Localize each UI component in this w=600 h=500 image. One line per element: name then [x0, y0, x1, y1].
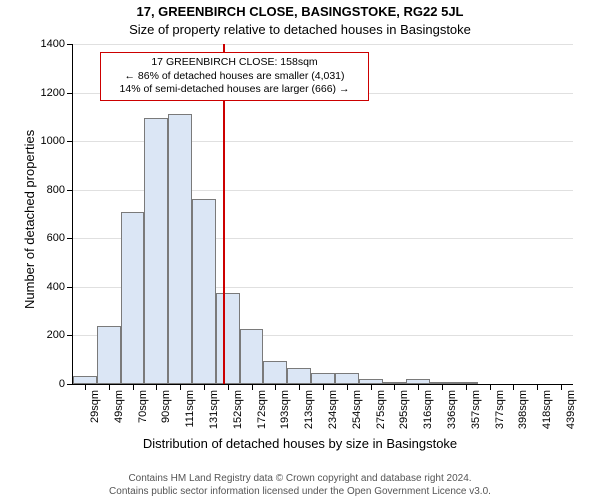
x-tick [180, 384, 181, 390]
footer-line: Contains public sector information licen… [0, 486, 600, 499]
x-tick-label: 336sqm [446, 390, 458, 429]
histogram-bar [97, 326, 121, 384]
y-axis-label: Number of detached properties [22, 130, 37, 309]
x-tick-label: 439sqm [565, 390, 577, 429]
histogram-bar [73, 376, 97, 385]
x-tick-label: 90sqm [160, 390, 172, 423]
x-tick-label: 254sqm [351, 390, 363, 429]
annotation-line: ← 86% of detached houses are smaller (4,… [107, 70, 362, 84]
y-tick-label: 400 [47, 281, 73, 293]
footer-line: Contains HM Land Registry data © Crown c… [0, 473, 600, 486]
y-tick-label: 200 [47, 329, 73, 341]
x-axis-label: Distribution of detached houses by size … [0, 436, 600, 451]
annotation-line: 17 GREENBIRCH CLOSE: 158sqm [107, 56, 362, 70]
chart-supertitle: 17, GREENBIRCH CLOSE, BASINGSTOKE, RG22 … [0, 4, 600, 19]
x-tick [347, 384, 348, 390]
x-tick [228, 384, 229, 390]
histogram-bar [240, 329, 264, 384]
x-tick-label: 172sqm [256, 390, 268, 429]
histogram-bar [335, 373, 359, 384]
y-tick-label: 1000 [41, 135, 73, 147]
x-tick-label: 357sqm [470, 390, 482, 429]
x-tick [323, 384, 324, 390]
x-tick [537, 384, 538, 390]
x-tick [490, 384, 491, 390]
chart-container: 17, GREENBIRCH CLOSE, BASINGSTOKE, RG22 … [0, 0, 600, 500]
x-tick-label: 418sqm [541, 390, 553, 429]
histogram-bar [192, 199, 216, 384]
x-tick-label: 234sqm [327, 390, 339, 429]
x-tick-label: 152sqm [232, 390, 244, 429]
x-tick-label: 193sqm [279, 390, 291, 429]
histogram-bar [144, 118, 168, 384]
histogram-bar [121, 212, 145, 384]
histogram-bar [263, 361, 287, 384]
x-tick [85, 384, 86, 390]
x-tick [156, 384, 157, 390]
annotation-line: 14% of semi-detached houses are larger (… [107, 83, 362, 97]
x-tick-label: 29sqm [89, 390, 101, 423]
x-tick [299, 384, 300, 390]
x-tick [109, 384, 110, 390]
x-tick [418, 384, 419, 390]
y-tick-label: 1400 [41, 38, 73, 50]
y-tick-label: 800 [47, 184, 73, 196]
footer-attribution: Contains HM Land Registry data © Crown c… [0, 473, 600, 498]
y-tick-label: 600 [47, 232, 73, 244]
histogram-bar [287, 368, 311, 384]
x-tick [466, 384, 467, 390]
x-tick [394, 384, 395, 390]
x-tick-label: 49sqm [113, 390, 125, 423]
histogram-bar [311, 373, 335, 384]
x-tick [442, 384, 443, 390]
x-tick [561, 384, 562, 390]
x-tick-label: 213sqm [303, 390, 315, 429]
histogram-bar [216, 293, 240, 384]
x-tick [513, 384, 514, 390]
gridline [73, 44, 573, 45]
x-tick [371, 384, 372, 390]
x-tick-label: 398sqm [517, 390, 529, 429]
x-tick [204, 384, 205, 390]
x-tick-label: 295sqm [398, 390, 410, 429]
x-tick [275, 384, 276, 390]
x-tick-label: 275sqm [375, 390, 387, 429]
annotation-box: 17 GREENBIRCH CLOSE: 158sqm ← 86% of det… [100, 52, 369, 101]
x-tick [133, 384, 134, 390]
x-tick [252, 384, 253, 390]
chart-subtitle: Size of property relative to detached ho… [0, 22, 600, 37]
x-tick-label: 316sqm [422, 390, 434, 429]
x-tick-label: 131sqm [208, 390, 220, 429]
histogram-bar [168, 114, 192, 384]
x-tick-label: 111sqm [184, 390, 196, 428]
x-tick-label: 70sqm [137, 390, 149, 423]
y-tick-label: 1200 [41, 87, 73, 99]
y-tick-label: 0 [59, 378, 73, 390]
x-tick-label: 377sqm [494, 390, 506, 429]
